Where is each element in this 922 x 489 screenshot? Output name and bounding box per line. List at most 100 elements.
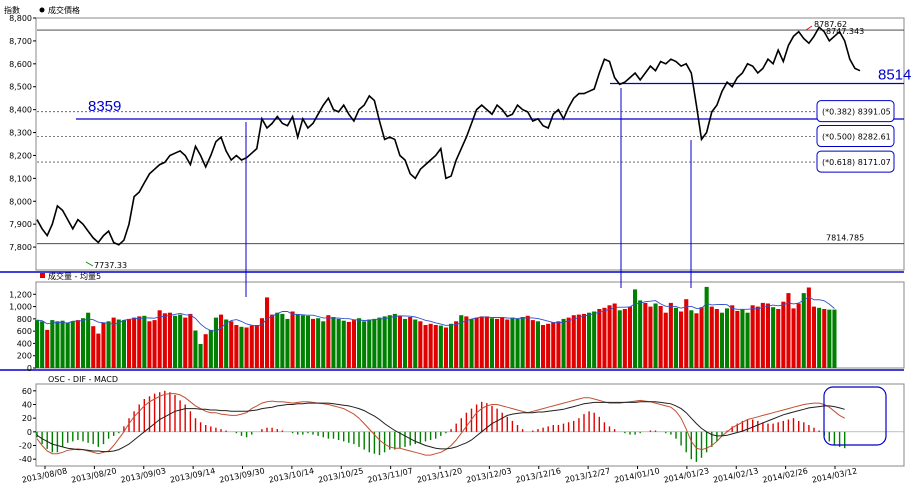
volume-bar	[725, 308, 730, 368]
fib-box	[816, 125, 895, 148]
volume-bar	[285, 318, 290, 368]
low-label: 7737.33	[94, 261, 127, 270]
price-unit-label: 指數	[4, 5, 20, 15]
price-tick-label: 7,900	[9, 220, 32, 229]
volume-bar	[551, 322, 556, 368]
macd-tick-label: 60	[22, 387, 32, 396]
fib-label: (*0.500) 8282.61	[822, 133, 891, 142]
volume-bar	[638, 300, 643, 368]
volume-bar	[254, 325, 259, 368]
volume-bar	[392, 313, 397, 368]
volume-bar	[403, 318, 408, 368]
volume-bar	[397, 315, 402, 368]
macd-tick-label: 0	[27, 428, 32, 437]
vertical-markers	[245, 88, 692, 297]
volume-bar	[173, 315, 178, 368]
volume-bar	[81, 318, 86, 368]
volume-bar	[249, 325, 254, 368]
volume-bar	[525, 315, 530, 368]
volume-bar	[765, 303, 770, 368]
volume-bar	[357, 318, 362, 368]
volume-bar	[474, 317, 479, 368]
macd-tick-label: -40	[19, 455, 32, 464]
volume-bar	[658, 306, 663, 368]
volume-bar	[515, 318, 520, 368]
volume-bar	[213, 317, 218, 368]
volume-bar	[316, 318, 321, 368]
volume-bar	[208, 329, 213, 368]
volume-bar	[346, 321, 351, 368]
macd-y-axis: -40 -20 0 20 40 60	[19, 387, 904, 464]
volume-bar	[244, 327, 249, 368]
fib-box	[816, 100, 895, 123]
volume-bar	[791, 308, 796, 368]
volume-bar	[832, 309, 837, 368]
price-y-axis: 7,800 7,900 8,000 8,100 8,200 8,300 8,400 8,500…	[9, 14, 36, 252]
price-tick-label: 8,100	[9, 174, 32, 183]
date-tick-label: 2013/09/30	[218, 466, 265, 484]
price-panel-frame	[35, 17, 905, 271]
volume-bar	[137, 316, 142, 368]
volume-bar	[229, 321, 234, 368]
date-x-axis: 2013/08/08 2013/08/20 2013/09/03 2013/09/14…	[21, 466, 858, 485]
volume-bar	[740, 309, 745, 368]
reference-high-label: 8747.343	[826, 27, 864, 36]
volume-bar	[546, 323, 551, 368]
price-legend-dot	[39, 7, 45, 13]
volume-bar	[423, 325, 428, 368]
volume-tick-label: 600	[17, 327, 32, 336]
label-8359: 8359	[88, 98, 121, 115]
volume-bar	[224, 319, 229, 368]
volume-legend: 成交量 - 均量5	[48, 271, 101, 281]
volume-bars	[35, 286, 837, 368]
volume-bar	[326, 315, 331, 368]
date-tick-label: 2014/02/26	[762, 466, 809, 484]
volume-bar	[459, 315, 464, 368]
volume-bar	[495, 318, 500, 368]
volume-bar	[535, 321, 540, 368]
high-label: 8787.62	[814, 20, 847, 29]
volume-bar	[469, 318, 474, 368]
date-tick-label: 2013/12/27	[564, 466, 611, 484]
volume-bar	[760, 302, 765, 368]
volume-bar	[520, 317, 525, 368]
volume-bar	[633, 289, 638, 368]
volume-bar	[280, 313, 285, 368]
volume-bar	[745, 312, 750, 368]
volume-bar	[576, 314, 581, 368]
price-annotations: (*0.382) 8391.05 (*0.500) 8282.61 (*0.618)…	[85, 20, 911, 270]
volume-bar	[454, 321, 459, 368]
volume-bar	[530, 320, 535, 368]
volume-bar	[295, 314, 300, 368]
volume-bar	[157, 310, 162, 368]
volume-bar	[45, 329, 50, 368]
volume-bar	[40, 321, 45, 368]
price-tick-label: 8,800	[9, 14, 32, 23]
volume-bar	[796, 303, 801, 368]
volume-bar	[142, 315, 147, 368]
volume-bar	[60, 320, 65, 368]
volume-bar	[587, 312, 592, 368]
fib-label: (*0.382) 8391.05	[822, 108, 891, 117]
volume-bar	[121, 320, 126, 368]
macd-lines	[36, 386, 887, 456]
volume-bar	[607, 305, 612, 368]
volume-bar	[203, 334, 208, 368]
volume-bar	[719, 312, 724, 368]
price-tick-label: 8,000	[9, 197, 32, 206]
volume-bar	[679, 311, 684, 368]
volume-bar	[275, 312, 280, 368]
low-pointer	[85, 261, 94, 267]
price-reference-lines	[37, 29, 904, 245]
volume-bar	[132, 317, 137, 368]
macd-tick-label: -20	[19, 442, 32, 451]
volume-bar	[755, 306, 760, 368]
volume-bar	[643, 302, 648, 368]
volume-bar	[111, 317, 116, 368]
volume-bar	[265, 297, 270, 368]
volume-bar	[811, 306, 816, 368]
volume-bar	[167, 312, 172, 368]
volume-bar	[35, 320, 40, 368]
date-tick-label: 2013/12/03	[465, 466, 512, 484]
